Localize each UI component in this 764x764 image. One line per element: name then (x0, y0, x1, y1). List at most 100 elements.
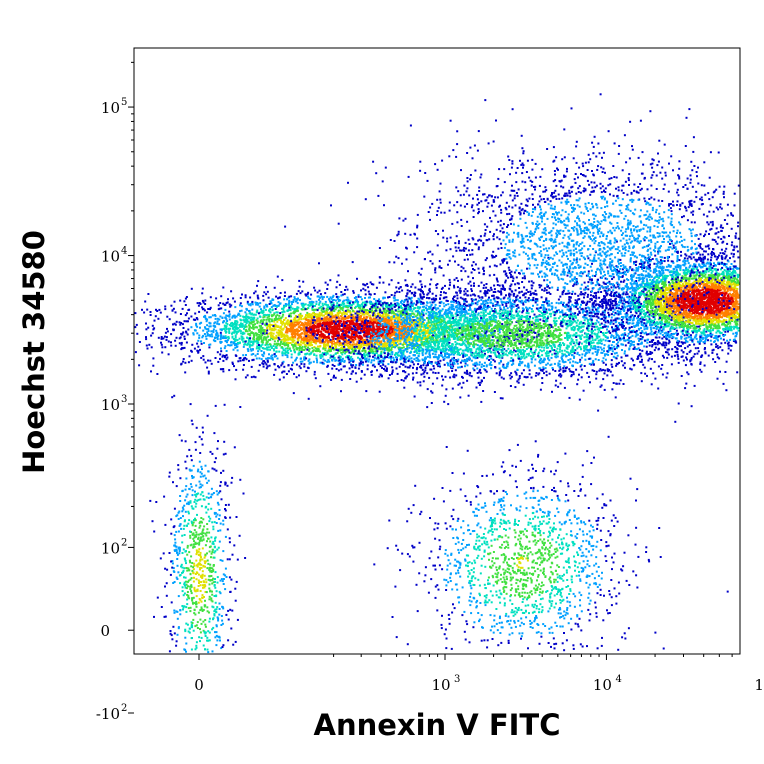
data-point (365, 353, 368, 356)
data-point (284, 317, 287, 320)
data-point (422, 380, 425, 383)
data-point (228, 303, 231, 306)
data-point (324, 359, 327, 362)
data-point (239, 322, 242, 325)
data-point (300, 322, 303, 325)
data-point (254, 313, 257, 316)
data-point (359, 296, 362, 298)
data-point (436, 315, 438, 318)
data-point (533, 313, 536, 316)
data-point (427, 325, 429, 327)
data-point (426, 301, 429, 304)
data-point (335, 305, 338, 307)
data-point (393, 299, 396, 302)
data-point (228, 328, 231, 331)
data-point (498, 329, 501, 332)
data-point (332, 338, 335, 340)
data-point (216, 317, 219, 320)
data-point (276, 342, 278, 345)
data-point (249, 348, 252, 351)
data-point (341, 302, 344, 305)
data-point (550, 324, 553, 327)
data-point (201, 336, 204, 339)
data-point (352, 323, 355, 326)
data-point (341, 316, 344, 319)
data-point (409, 364, 412, 367)
data-point (245, 317, 248, 320)
data-point (265, 314, 268, 317)
data-point (384, 342, 387, 345)
data-point (341, 357, 344, 360)
data-point (323, 310, 326, 313)
data-point (243, 332, 246, 335)
data-point (149, 311, 152, 313)
data-point (380, 335, 383, 338)
data-point (345, 324, 348, 327)
data-point (383, 296, 386, 299)
data-point (298, 349, 301, 352)
data-point (204, 335, 207, 338)
data-point (389, 324, 392, 327)
data-point (360, 359, 363, 362)
data-point (306, 324, 309, 327)
data-point (532, 331, 535, 334)
data-point (396, 341, 399, 343)
data-point (146, 347, 149, 350)
data-point (377, 357, 380, 360)
data-point (290, 353, 293, 356)
data-point (191, 343, 194, 346)
data-point (426, 317, 428, 319)
data-point (159, 311, 162, 314)
data-point (314, 341, 317, 344)
data-point (266, 346, 268, 349)
data-point (418, 352, 421, 355)
data-point (147, 293, 150, 295)
data-point (293, 348, 296, 351)
data-point (404, 314, 407, 317)
data-point (323, 329, 326, 332)
data-point (288, 299, 291, 302)
data-point (268, 357, 271, 360)
data-point (361, 363, 364, 366)
data-point (377, 343, 379, 346)
data-point (329, 279, 332, 282)
data-point (316, 329, 319, 332)
data-point (229, 305, 232, 308)
data-point (293, 339, 296, 342)
data-point (307, 397, 310, 400)
data-point (329, 296, 332, 299)
data-point (371, 302, 374, 305)
data-point (277, 317, 280, 320)
data-point (226, 339, 229, 342)
data-point (198, 322, 201, 325)
data-point (380, 350, 383, 353)
data-point (363, 349, 366, 352)
data-point (306, 333, 309, 336)
data-point (341, 307, 344, 310)
data-point (315, 313, 318, 316)
data-point (294, 343, 297, 346)
data-point (423, 375, 426, 378)
data-point (339, 361, 342, 364)
data-point (164, 305, 167, 308)
data-point (346, 299, 349, 302)
data-point (220, 341, 223, 343)
data-point (404, 371, 407, 374)
data-point (361, 350, 364, 352)
data-point (418, 298, 421, 301)
data-point (445, 342, 448, 345)
data-point (327, 325, 330, 328)
data-point (268, 364, 271, 367)
data-point (199, 326, 201, 329)
data-point (324, 312, 327, 315)
data-point (324, 339, 327, 342)
data-point (301, 332, 304, 335)
data-point (226, 356, 229, 359)
data-point (425, 332, 428, 334)
data-point (308, 347, 311, 350)
data-point (397, 307, 400, 310)
data-point (315, 354, 318, 357)
data-point (373, 365, 376, 368)
data-point (426, 323, 429, 326)
data-point (333, 310, 336, 313)
